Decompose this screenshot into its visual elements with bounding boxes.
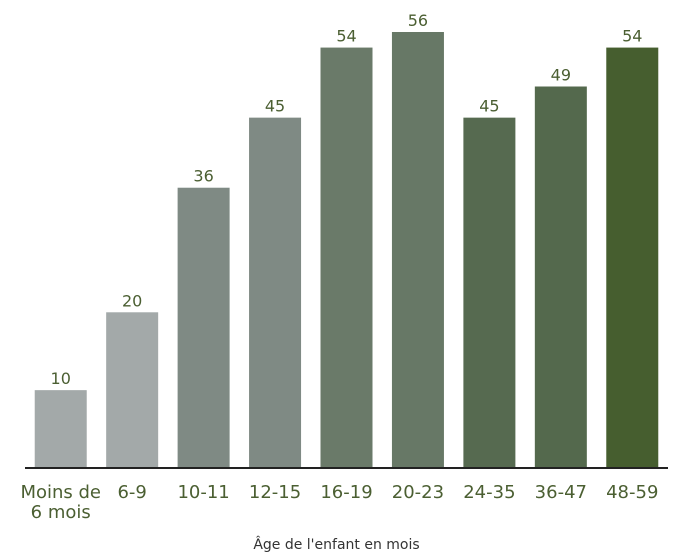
x-tick-label: 48-59: [606, 482, 659, 503]
value-label: 36: [193, 167, 213, 186]
value-label: 49: [551, 66, 571, 85]
value-label: 54: [336, 27, 356, 46]
x-tick-label: 10-11: [177, 482, 230, 503]
value-label: 45: [265, 97, 285, 116]
x-tick-label: 24-35: [463, 482, 516, 503]
bar: [534, 86, 587, 468]
value-label: 20: [122, 291, 142, 310]
x-tick-label: 16-19: [320, 482, 373, 503]
x-tick-label: 36-47: [534, 482, 587, 503]
x-tick-label: 12-15: [248, 482, 302, 503]
bar: [106, 312, 159, 468]
x-tick-label: 6-9: [117, 482, 147, 503]
bar: [34, 390, 87, 468]
value-label: 45: [479, 97, 499, 116]
bar: [177, 187, 230, 468]
value-label: 56: [408, 11, 428, 30]
x-tick-label: Moins de 6 mois: [20, 482, 101, 523]
bar: [320, 47, 373, 468]
x-tick-label: 20-23: [391, 482, 445, 503]
value-label: 54: [622, 27, 642, 46]
bar: [391, 32, 444, 468]
bar: [249, 117, 302, 469]
value-label: 10: [51, 369, 71, 388]
x-axis-title: Âge de l'enfant en mois: [253, 537, 420, 553]
bar: [606, 47, 659, 468]
bar: [463, 117, 516, 469]
